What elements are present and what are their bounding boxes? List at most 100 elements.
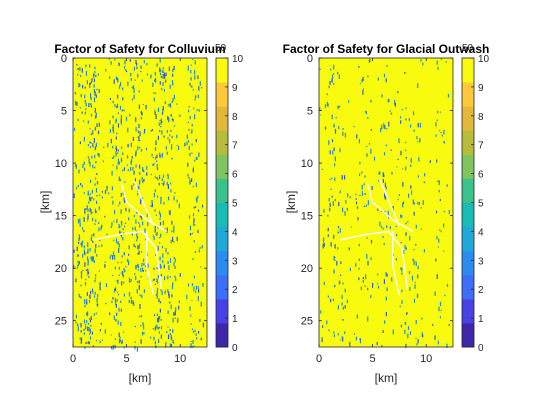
colluvium-low-fos-cell	[157, 110, 160, 113]
colluvium-low-fos-cell	[120, 272, 122, 274]
colluvium-low-fos-cell	[84, 262, 86, 267]
colluvium-low-fos-cell	[90, 256, 92, 259]
colluvium-low-fos-cell	[130, 299, 132, 304]
colluvium-low-fos-cell	[136, 239, 138, 242]
colluvium-low-fos-cell	[84, 208, 86, 210]
colluvium-low-fos-cell	[146, 165, 148, 170]
colluvium-low-fos-cell	[94, 183, 96, 186]
colluvium-low-fos-cell	[145, 270, 147, 272]
colluvium-low-fos-cell	[78, 261, 80, 265]
colluvium-low-fos-cell	[124, 68, 126, 71]
glacial-outwash-low-fos-cell	[344, 175, 346, 180]
colluvium-low-fos-cell	[172, 340, 174, 344]
colluvium-low-fos-cell	[135, 219, 137, 224]
colluvium-colorbar-segment	[216, 58, 228, 83]
colluvium-low-fos-cell	[119, 85, 121, 89]
colluvium-low-fos-cell	[155, 254, 157, 256]
glacial-outwash-low-fos-cell	[323, 243, 325, 247]
colluvium-low-fos-cell	[91, 189, 94, 192]
colluvium-low-fos-cell	[118, 307, 120, 312]
glacial-outwash-low-fos-cell	[377, 273, 379, 276]
colluvium-low-fos-cell	[76, 101, 78, 107]
glacial-outwash-low-fos-cell	[344, 288, 346, 293]
glacial-outwash-low-fos-cell	[367, 288, 369, 291]
colluvium-low-fos-cell	[88, 103, 90, 108]
colluvium-low-fos-cell	[117, 279, 119, 284]
colluvium-low-fos-cell	[119, 336, 121, 339]
colluvium-low-fos-cell	[190, 323, 192, 325]
colluvium-low-fos-cell	[101, 224, 103, 228]
glacial-outwash-low-fos-cell	[419, 122, 421, 128]
colluvium-low-fos-cell	[138, 245, 140, 249]
colluvium-low-fos-cell	[117, 158, 120, 163]
colluvium-low-fos-cell	[163, 135, 165, 138]
glacial-outwash-low-fos-cell	[405, 166, 407, 171]
colluvium-low-fos-cell	[193, 217, 195, 223]
colluvium-low-fos-cell	[154, 111, 156, 115]
colluvium-low-fos-cell	[155, 156, 157, 160]
colluvium-low-fos-cell	[89, 318, 91, 320]
colluvium-low-fos-cell	[189, 306, 191, 311]
colluvium-low-fos-cell	[160, 126, 162, 128]
glacial-outwash-low-fos-cell	[348, 247, 350, 251]
glacial-outwash-low-fos-cell	[365, 204, 367, 207]
glacial-outwash-low-fos-cell	[434, 335, 436, 340]
colluvium-colorbar-ticks: 0 1 2 3 4 5 6 7 8 9 10	[225, 54, 244, 354]
glacial-outwash-low-fos-cell	[362, 279, 364, 283]
colluvium-low-fos-cell	[120, 308, 122, 312]
glacial-outwash-low-fos-cell	[417, 274, 419, 279]
colluvium-low-fos-cell	[135, 275, 137, 281]
colluvium-low-fos-cell	[115, 318, 117, 322]
colluvium-low-fos-cell	[166, 130, 168, 133]
colluvium-low-fos-cell	[89, 328, 92, 334]
colluvium-low-fos-cell	[140, 214, 143, 220]
colluvium-low-fos-cell	[161, 246, 164, 249]
colluvium-low-fos-cell	[121, 281, 123, 286]
colluvium-colorbar-segment	[216, 298, 228, 324]
colluvium-low-fos-cell	[142, 180, 144, 184]
colluvium-low-fos-cell	[105, 303, 107, 305]
colluvium-low-fos-cell	[170, 103, 172, 108]
colluvium-low-fos-cell	[159, 308, 161, 313]
colluvium-low-fos-cell	[140, 117, 142, 120]
glacial-outwash-low-fos-cell	[342, 282, 344, 285]
colluvium-low-fos-cell	[142, 104, 144, 105]
colluvium-low-fos-cell	[172, 236, 174, 242]
colluvium-low-fos-cell	[167, 184, 169, 189]
colluvium-x-tick-label: 10	[174, 353, 186, 365]
glacial-outwash-low-fos-cell	[439, 316, 441, 319]
glacial-outwash-colorbar-gradient	[462, 58, 474, 348]
glacial-outwash-low-fos-cell	[437, 180, 439, 183]
colluvium-low-fos-cell	[188, 129, 190, 131]
colluvium-low-fos-cell	[121, 255, 123, 258]
colluvium-low-fos-cell	[133, 183, 135, 186]
colluvium-low-fos-cell	[81, 111, 83, 114]
glacial-outwash-low-fos-cell	[331, 195, 333, 198]
colluvium-low-fos-cell	[84, 252, 86, 256]
glacial-outwash-low-fos-cell	[408, 118, 410, 121]
colluvium-low-fos-cell	[153, 236, 155, 241]
colluvium-low-fos-cell	[82, 253, 84, 258]
colluvium-low-fos-cell	[190, 77, 192, 81]
colluvium-low-fos-cell	[86, 299, 88, 303]
colluvium-low-fos-cell	[170, 304, 172, 309]
colluvium-low-fos-cell	[150, 75, 152, 79]
glacial-outwash-low-fos-cell	[334, 259, 336, 261]
colluvium-low-fos-cell	[202, 322, 204, 328]
colluvium-low-fos-cell	[133, 243, 135, 247]
colluvium-low-fos-cell	[129, 281, 131, 283]
glacial-outwash-low-fos-cell	[401, 300, 403, 304]
colluvium-low-fos-cell	[84, 99, 86, 104]
glacial-outwash-low-fos-cell	[380, 211, 382, 213]
glacial-outwash-low-fos-cell	[362, 277, 364, 280]
colluvium-low-fos-cell	[167, 326, 169, 328]
colluvium-low-fos-cell	[89, 146, 91, 149]
colluvium-low-fos-cell	[77, 254, 79, 257]
colluvium-low-fos-cell	[154, 79, 156, 82]
colluvium-low-fos-cell	[141, 263, 143, 267]
colluvium-low-fos-cell	[80, 183, 82, 186]
glacial-outwash-colorbar-tick-label: 9	[478, 83, 484, 94]
colluvium-low-fos-cell	[122, 237, 124, 241]
colluvium-low-fos-cell	[98, 89, 100, 93]
colluvium-low-fos-cell	[157, 107, 160, 112]
